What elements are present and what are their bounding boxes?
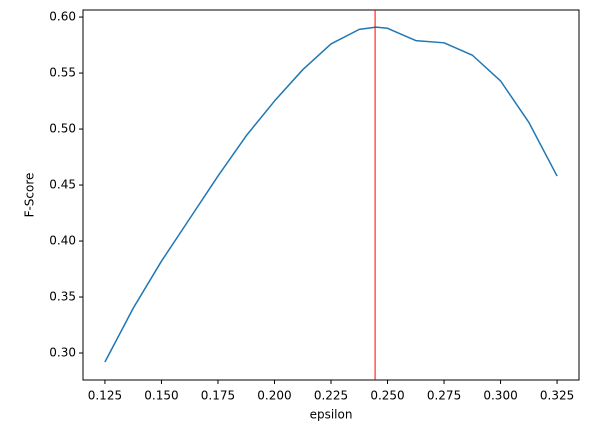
x-tick-label: 0.175 bbox=[201, 389, 235, 403]
x-tick-label: 0.250 bbox=[370, 389, 404, 403]
y-tick-label: 0.45 bbox=[49, 178, 76, 192]
y-tick-label: 0.40 bbox=[49, 234, 76, 248]
y-tick-label: 0.35 bbox=[49, 290, 76, 304]
y-tick-label: 0.50 bbox=[49, 122, 76, 136]
x-axis-label: epsilon bbox=[310, 408, 353, 422]
y-tick-label: 0.55 bbox=[49, 66, 76, 80]
x-tick-label: 0.150 bbox=[144, 389, 178, 403]
x-tick-label: 0.275 bbox=[427, 389, 461, 403]
y-tick-label: 0.30 bbox=[49, 346, 76, 360]
y-tick-label: 0.60 bbox=[49, 10, 76, 24]
x-tick-label: 0.325 bbox=[540, 389, 574, 403]
line bbox=[104, 26, 558, 363]
x-tick-label: 0.200 bbox=[257, 389, 291, 403]
x-tick-label: 0.225 bbox=[314, 389, 348, 403]
plot-frame bbox=[82, 9, 580, 381]
x-tick-label: 0.300 bbox=[483, 389, 517, 403]
x-tick-label: 0.125 bbox=[88, 389, 122, 403]
y-axis-label: F-Score bbox=[23, 173, 37, 218]
